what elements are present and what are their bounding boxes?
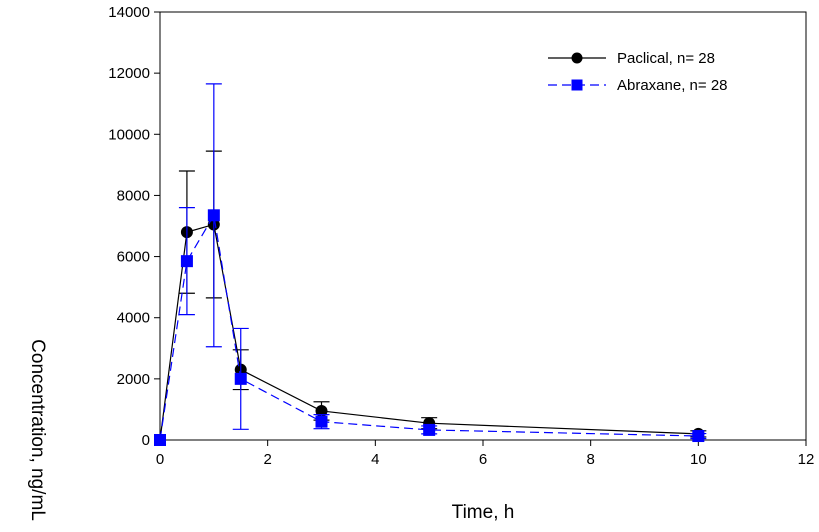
legend-item-2: Abraxane, n= 28 <box>548 77 728 94</box>
legend-label: Paclical, n= 28 <box>617 50 715 67</box>
data-point <box>315 415 328 428</box>
x-tick-label: 0 <box>156 451 164 468</box>
data-point <box>234 372 247 385</box>
data-point <box>423 423 436 436</box>
x-tick-label: 10 <box>690 451 707 468</box>
legend-label: Abraxane, n= 28 <box>617 77 728 94</box>
y-tick-label: 8000 <box>117 187 150 204</box>
y-tick-label: 6000 <box>117 249 150 266</box>
y-axis-ticks: 0 2000 4000 6000 8000 10000 12000 14000 <box>108 4 160 449</box>
y-tick-label: 4000 <box>117 310 150 327</box>
x-tick-label: 6 <box>479 451 487 468</box>
x-axis-title: Time, h <box>452 502 515 523</box>
data-point <box>207 209 220 222</box>
x-axis-ticks: 0 2 4 6 8 10 12 <box>156 440 815 468</box>
x-tick-label: 4 <box>371 451 379 468</box>
data-point <box>692 430 705 443</box>
series-layer <box>154 83 707 446</box>
y-axis-title: Concentration, ng/mL <box>27 339 48 521</box>
x-tick-label: 8 <box>586 451 594 468</box>
data-point <box>180 255 193 268</box>
x-tick-label: 12 <box>798 451 815 468</box>
y-tick-label: 14000 <box>108 4 150 21</box>
legend-marker <box>571 52 583 64</box>
series-1 <box>154 150 707 446</box>
y-tick-label: 12000 <box>108 65 150 82</box>
y-tick-label: 10000 <box>108 126 150 143</box>
x-tick-label: 2 <box>263 451 271 468</box>
data-point <box>154 434 166 446</box>
legend-item-1: Paclical, n= 28 <box>548 50 715 67</box>
legend-marker <box>571 79 583 91</box>
y-tick-label: 0 <box>142 432 150 449</box>
y-tick-label: 2000 <box>117 371 150 388</box>
legend: Paclical, n= 28 Abraxane, n= 28 <box>548 50 728 94</box>
series-2 <box>154 83 707 446</box>
